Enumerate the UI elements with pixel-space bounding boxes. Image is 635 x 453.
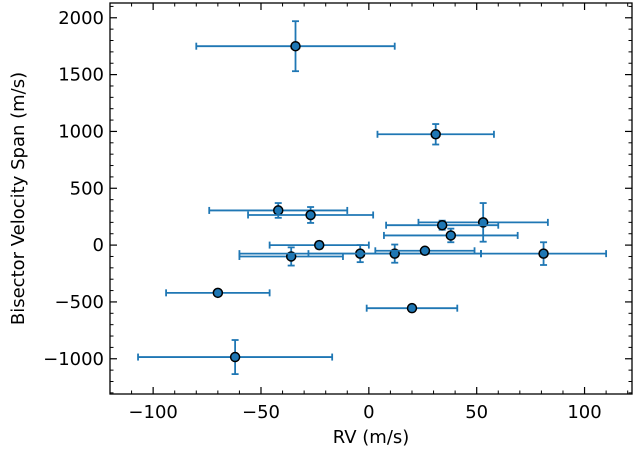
data-marker bbox=[290, 40, 301, 52]
data-marker bbox=[272, 205, 284, 216]
data-point bbox=[383, 227, 519, 244]
data-point bbox=[137, 339, 334, 376]
y-tick-label: −1000 bbox=[43, 349, 104, 370]
data-point bbox=[374, 245, 476, 257]
y-axis-label: Bisector Velocity Span (m/s) bbox=[8, 72, 29, 325]
x-tick-label: −50 bbox=[242, 402, 280, 423]
data-marker bbox=[538, 248, 549, 259]
data-point bbox=[365, 302, 459, 314]
data-point bbox=[165, 287, 271, 299]
data-marks bbox=[137, 20, 608, 376]
y-tick-label: 0 bbox=[93, 235, 104, 256]
x-axis-label: RV (m/s) bbox=[333, 427, 410, 448]
data-point bbox=[268, 239, 370, 251]
data-marker bbox=[430, 129, 441, 140]
data-point bbox=[195, 20, 396, 73]
data-marker bbox=[406, 302, 418, 314]
y-tick-label: 1000 bbox=[58, 121, 104, 142]
plot-frame bbox=[109, 2, 633, 395]
y-tick-label: 1500 bbox=[58, 65, 104, 86]
x-tick-label: 100 bbox=[567, 402, 601, 423]
y-tick-label: −500 bbox=[55, 292, 104, 313]
x-tick-label: −100 bbox=[128, 402, 177, 423]
data-marker bbox=[313, 239, 325, 251]
data-point bbox=[480, 241, 608, 266]
data-marker bbox=[229, 351, 241, 363]
data-point bbox=[307, 243, 482, 264]
x-tick-label: 50 bbox=[465, 402, 488, 423]
data-point bbox=[247, 206, 375, 224]
data-point bbox=[376, 123, 495, 146]
y-tick-label: 500 bbox=[70, 178, 104, 199]
data-point bbox=[385, 219, 500, 231]
y-tick-label: 2000 bbox=[58, 8, 104, 29]
data-marker bbox=[212, 287, 224, 299]
data-marker bbox=[445, 230, 457, 241]
data-marker bbox=[419, 245, 431, 257]
data-point bbox=[208, 202, 349, 219]
x-tick-label: 0 bbox=[363, 402, 374, 423]
data-marker bbox=[305, 209, 316, 221]
data-marker bbox=[436, 219, 448, 231]
data-point bbox=[238, 246, 344, 267]
